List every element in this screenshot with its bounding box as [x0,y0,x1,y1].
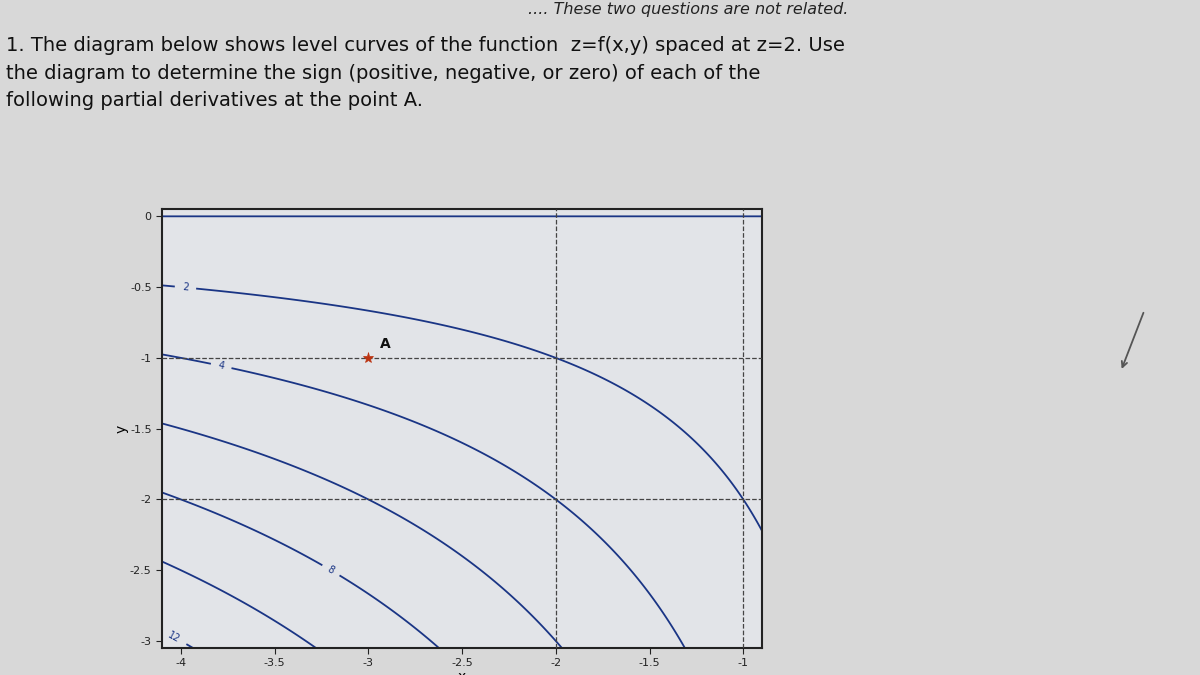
X-axis label: x: x [458,670,466,675]
Text: 10: 10 [134,545,150,560]
Text: 1. The diagram below shows level curves of the function  z=f(x,y) spaced at z=2.: 1. The diagram below shows level curves … [6,36,845,110]
Text: 4: 4 [217,360,226,371]
Text: 2: 2 [182,282,190,293]
Text: A: A [379,337,390,351]
Y-axis label: y: y [114,425,128,433]
Text: 8: 8 [325,564,336,576]
Text: 12: 12 [167,630,182,645]
Text: .... These two questions are not related.: .... These two questions are not related… [528,2,848,17]
Text: 6: 6 [144,414,152,425]
Text: 0: 0 [922,211,928,221]
